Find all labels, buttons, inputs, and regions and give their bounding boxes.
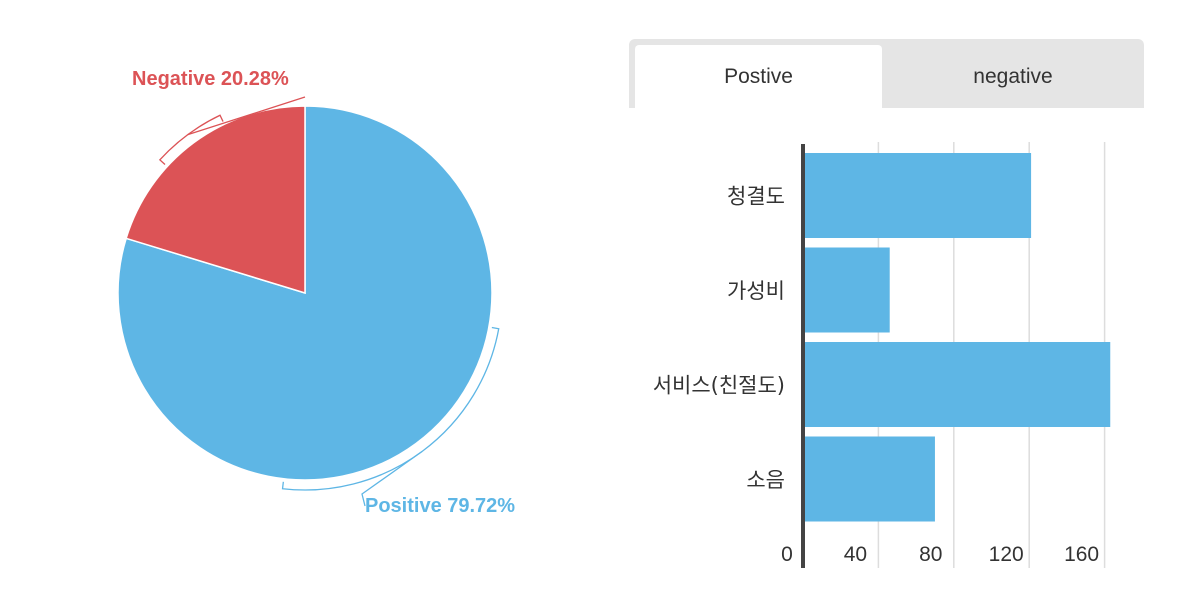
x-tick-label: 80 (919, 543, 942, 566)
pie-label-positive: Positive 79.72% (365, 495, 515, 517)
x-tick-label: 0 (781, 543, 793, 566)
slice-bracket-negative (158, 114, 224, 166)
bar (803, 247, 890, 333)
bar (803, 153, 1032, 238)
tab-positive[interactable]: Postive (635, 45, 882, 108)
tab-negative[interactable]: negative (973, 65, 1053, 88)
category-label: 서비스(친절도) (653, 374, 785, 398)
leader-line-positive (361, 450, 423, 507)
x-tick-label: 160 (1064, 543, 1099, 566)
x-tick-label: 120 (989, 543, 1024, 566)
pie-chart: Positive 79.72% Negative 20.28% (117, 68, 515, 517)
leader-line-negative (187, 96, 306, 136)
slice-bracket-positive (281, 326, 500, 491)
bar (803, 436, 935, 522)
x-tick-label: 40 (844, 543, 867, 566)
pie-slice-negative (125, 105, 306, 295)
pie-label-negative: Negative 20.28% (132, 68, 289, 90)
bar (803, 342, 1111, 427)
category-label: 소음 (746, 468, 785, 492)
category-label: 청결도 (727, 185, 785, 209)
category-label: 가성비 (727, 279, 785, 303)
tab-bar: Postive negative (629, 39, 1144, 108)
